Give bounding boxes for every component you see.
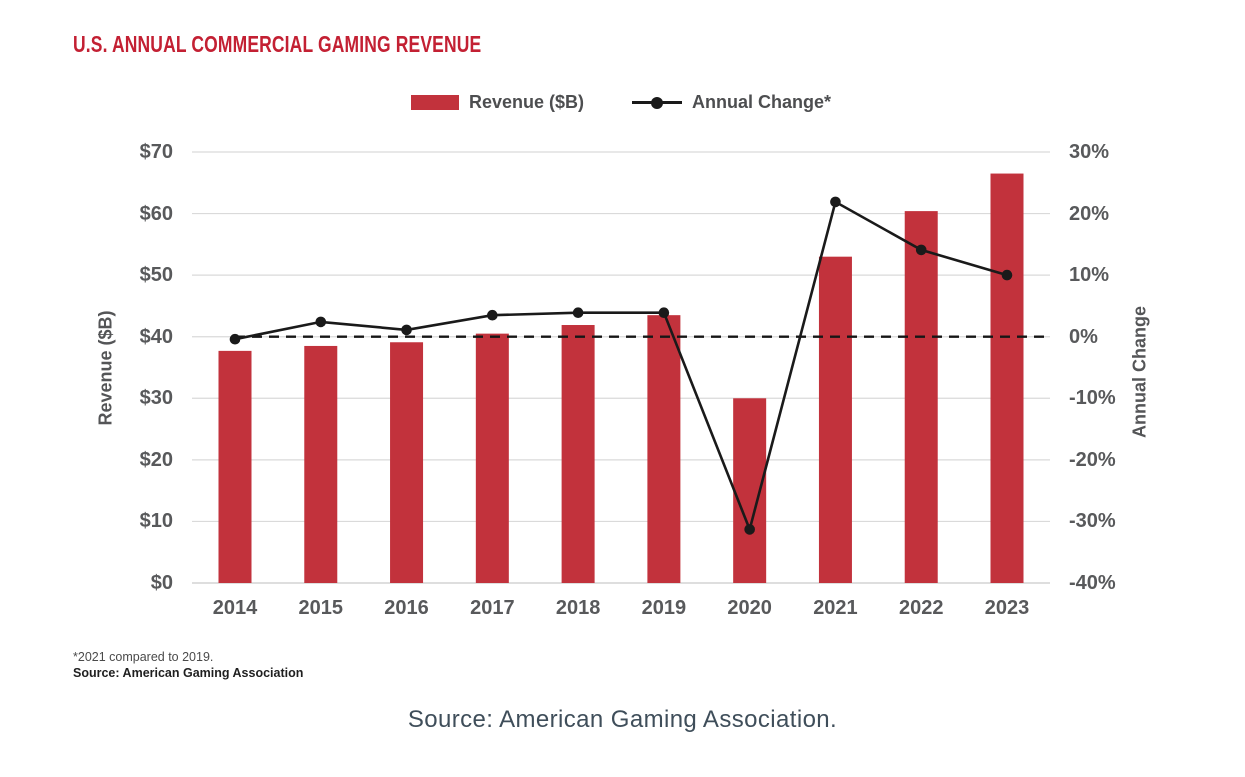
annual-change-point-2019 — [658, 307, 670, 319]
figure-caption: Source: American Gaming Association. — [407, 706, 838, 733]
right-axis-tick--20%: -20% — [1069, 448, 1116, 471]
revenue-bar-swatch-icon — [410, 95, 459, 110]
left-axis-tick-$0: $0 — [150, 572, 173, 594]
annual-change-line — [234, 199, 1008, 534]
annual-change-point-2021 — [830, 196, 841, 208]
revenue-bar-2023 — [990, 173, 1024, 584]
right-axis-tick-30%: 30% — [1069, 141, 1110, 163]
annual-change-point-2016 — [401, 324, 412, 336]
revenue-bar-2019 — [647, 315, 681, 583]
legend-label-revenue: Revenue ($B) — [468, 92, 584, 112]
chart-title: U.S. ANNUAL COMMERCIAL GAMING REVENUE — [73, 31, 482, 57]
left-axis-tick-$20: $20 — [139, 448, 173, 471]
annual-change-line-marker-icon — [632, 96, 682, 109]
revenue-bar-2015 — [304, 345, 338, 583]
left-axis-tick-$70: $70 — [139, 141, 173, 163]
revenue-bar-2020 — [733, 398, 767, 583]
annual-change-point-2018 — [572, 307, 584, 319]
legend-item-annual-change: Annual Change* — [632, 92, 831, 113]
right-axis-tick--10%: -10% — [1069, 387, 1116, 410]
revenue-bar-2021 — [818, 256, 852, 583]
x-axis-label-2014: 2014 — [212, 597, 258, 619]
left-axis-tick-$60: $60 — [139, 202, 173, 225]
x-axis-label-2021: 2021 — [813, 597, 858, 619]
right-axis-tick-0%: 0% — [1069, 325, 1098, 348]
left-axis-tick-$10: $10 — [139, 510, 173, 533]
x-axis-label-2019: 2019 — [641, 597, 687, 619]
annual-change-point-2022 — [915, 244, 927, 256]
right-axis-tick-10%: 10% — [1069, 264, 1110, 287]
revenue-bar-2022 — [904, 211, 938, 583]
annual-change-point-2023 — [1001, 269, 1013, 281]
x-axis-label-2023: 2023 — [984, 597, 1030, 619]
x-axis-label-2018: 2018 — [555, 597, 601, 619]
left-axis-tick-$30: $30 — [139, 387, 173, 410]
annual-change-point-2015 — [315, 316, 327, 328]
legend-item-revenue: Revenue ($B) — [410, 92, 584, 113]
left-axis-tick-$50: $50 — [139, 264, 173, 287]
right-axis-title: Annual Change — [1129, 305, 1150, 439]
revenue-bar-2017 — [475, 333, 509, 583]
revenue-bar-2016 — [390, 342, 424, 583]
legend-marker-dot-icon — [651, 96, 663, 109]
annual-change-point-2014 — [229, 333, 241, 345]
left-axis-tick-$40: $40 — [139, 325, 173, 348]
revenue-bar-2014 — [218, 350, 252, 583]
annual-change-point-2020 — [744, 524, 755, 535]
right-axis-tick--30%: -30% — [1069, 510, 1116, 533]
x-axis-label-2015: 2015 — [298, 597, 344, 619]
chart-legend: Revenue ($B) Annual Change* — [192, 92, 1050, 113]
legend-label-annual-change: Annual Change* — [692, 92, 832, 112]
footnote-source: Source: American Gaming Association — [73, 666, 304, 680]
right-axis-tick-20%: 20% — [1069, 202, 1110, 225]
revenue-bar-2018 — [561, 325, 595, 583]
x-axis-label-2022: 2022 — [898, 597, 944, 619]
annual-change-point-2017 — [487, 309, 498, 321]
x-axis-label-2017: 2017 — [470, 597, 515, 619]
left-axis-title: Revenue ($B) — [95, 310, 116, 426]
x-axis-label-2016: 2016 — [384, 597, 429, 619]
x-axis-label-2020: 2020 — [727, 597, 772, 619]
footnote-comparison-note: *2021 compared to 2019. — [73, 650, 214, 664]
right-axis-tick--40%: -40% — [1069, 572, 1116, 594]
